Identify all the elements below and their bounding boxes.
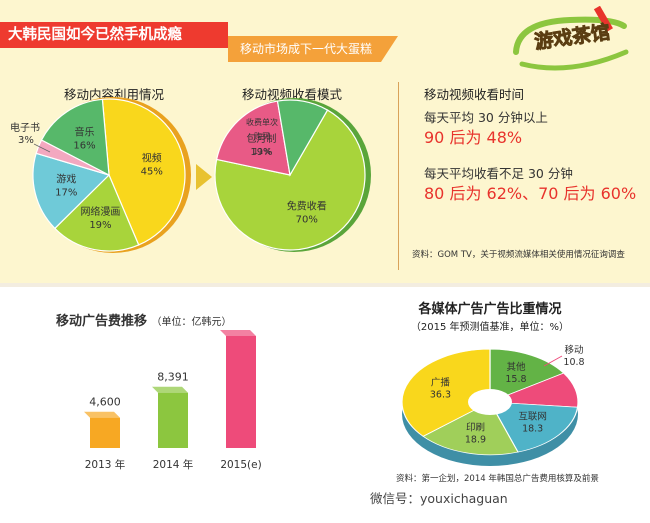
pie3-label-0: 其他 bbox=[506, 361, 526, 373]
pie1-slice-4 bbox=[40, 98, 110, 177]
pie1-leader bbox=[33, 143, 51, 153]
pie3-value-4: 36.3 bbox=[430, 389, 451, 400]
page-title: 大韩民国如今已然手机成瘾 bbox=[0, 22, 228, 48]
pie2-value-1: 19% bbox=[250, 147, 272, 158]
footer-source: 资料：第一企划，2014 年韩国总广告费用核算及前景 bbox=[396, 474, 599, 484]
logo-icon: 游戏茶馆 bbox=[513, 6, 629, 71]
pie3-label-4: 广播 bbox=[431, 376, 451, 388]
pie2-slice-1 bbox=[215, 100, 291, 176]
media-share-title: 各媒体广告广告比重情况 bbox=[418, 302, 562, 317]
pie3-value-3: 18.9 bbox=[465, 435, 486, 446]
bar-category-2: 2015(e) bbox=[220, 459, 261, 471]
pie1-label-2: 游戏 bbox=[56, 173, 76, 186]
pie2-small-label-2: 购买 bbox=[254, 131, 270, 141]
bar-top-2 bbox=[220, 330, 256, 336]
content-usage-title: 移动内容利用情况 bbox=[64, 87, 165, 102]
pie3-value-1: 10.8 bbox=[563, 357, 584, 368]
pie3-hole bbox=[468, 389, 512, 415]
pie3-top bbox=[401, 348, 579, 456]
pie2-value-0: 70% bbox=[296, 215, 318, 226]
pie1-label-1: 网络漫画 bbox=[80, 205, 120, 218]
arrow-icon bbox=[196, 164, 212, 190]
pie2-slice-2 bbox=[276, 99, 329, 177]
bar-label-1: 8,391 bbox=[157, 371, 189, 384]
pie1-value-1: 19% bbox=[89, 220, 111, 231]
pie3-slice-3 bbox=[422, 401, 519, 456]
source-note: 资料：GOM TV，关于视频流媒体相关使用情况征询调查 bbox=[412, 250, 625, 260]
wechat-watermark: 微信号：youxichaguan bbox=[370, 491, 508, 506]
viewing-time-title: 移动视频收看时间 bbox=[424, 87, 525, 102]
pie2-label-0: 免费收看 bbox=[287, 200, 327, 213]
pie1-slice-2 bbox=[32, 152, 111, 230]
pie1-slice-0 bbox=[101, 98, 186, 246]
pie1-value-4: 16% bbox=[73, 140, 95, 151]
pie1-outer-value: 3% bbox=[18, 135, 34, 146]
bar-label-0: 4,600 bbox=[89, 396, 121, 409]
pie3-slice-4 bbox=[401, 348, 491, 437]
bar-2 bbox=[226, 336, 256, 448]
pie3-value-2: 18.3 bbox=[522, 423, 543, 434]
bar-top-1 bbox=[152, 386, 188, 393]
pie1-label-4: 音乐 bbox=[74, 125, 94, 138]
pie3-label-3: 印刷 bbox=[466, 422, 485, 434]
pie2-label-1: 包月制 bbox=[246, 132, 276, 145]
pie1-slice-1 bbox=[54, 173, 140, 252]
pie3-slice-2 bbox=[489, 401, 579, 453]
ad-spend-title: 移动广告费推移 （单位：亿韩元） bbox=[56, 314, 232, 329]
bar-0 bbox=[90, 417, 120, 448]
pie3-value-0: 15.8 bbox=[505, 374, 526, 385]
bar-1 bbox=[158, 392, 188, 448]
pie2-small-label: 收费单次 bbox=[246, 117, 278, 127]
divider bbox=[398, 82, 399, 270]
watch-line1-label: 每天平均 30 分钟以上 bbox=[424, 110, 548, 125]
watch-line1-value: 90 后为 48% bbox=[424, 128, 523, 147]
watch-line2-label: 每天平均收看不足 30 分钟 bbox=[424, 166, 573, 181]
section-divider bbox=[0, 283, 650, 287]
pie1-outer-label: 电子书 bbox=[10, 121, 40, 134]
pie3-label-1: 移动 bbox=[564, 344, 583, 356]
pie1-value-0: 45% bbox=[141, 166, 163, 177]
pie3-leader bbox=[543, 355, 563, 367]
page-subtitle: 移动市场成下一代大蛋糕 bbox=[228, 36, 398, 62]
pie3-label-2: 互联网 bbox=[518, 411, 547, 422]
viewing-mode-pie: 免费收看 70% 包月制 19% bbox=[214, 99, 366, 251]
bar-top-0 bbox=[84, 411, 120, 418]
pie2-small-value: 11% bbox=[253, 147, 271, 156]
media-share-subtitle: （2015 年预测值基准，单位：%） bbox=[410, 322, 570, 333]
pie1-label-0: 视频 bbox=[142, 151, 162, 164]
bar-category-1: 2014 年 bbox=[153, 458, 194, 471]
watch-line2-value: 80 后为 62%、70 后为 60% bbox=[424, 184, 637, 203]
bar-category-0: 2013 年 bbox=[85, 458, 126, 471]
pie3-slice-0 bbox=[489, 348, 565, 403]
pie2-slice-0 bbox=[214, 109, 366, 251]
viewing-mode-title: 移动视频收看模式 bbox=[242, 87, 343, 102]
pie1-value-2: 17% bbox=[55, 188, 77, 199]
